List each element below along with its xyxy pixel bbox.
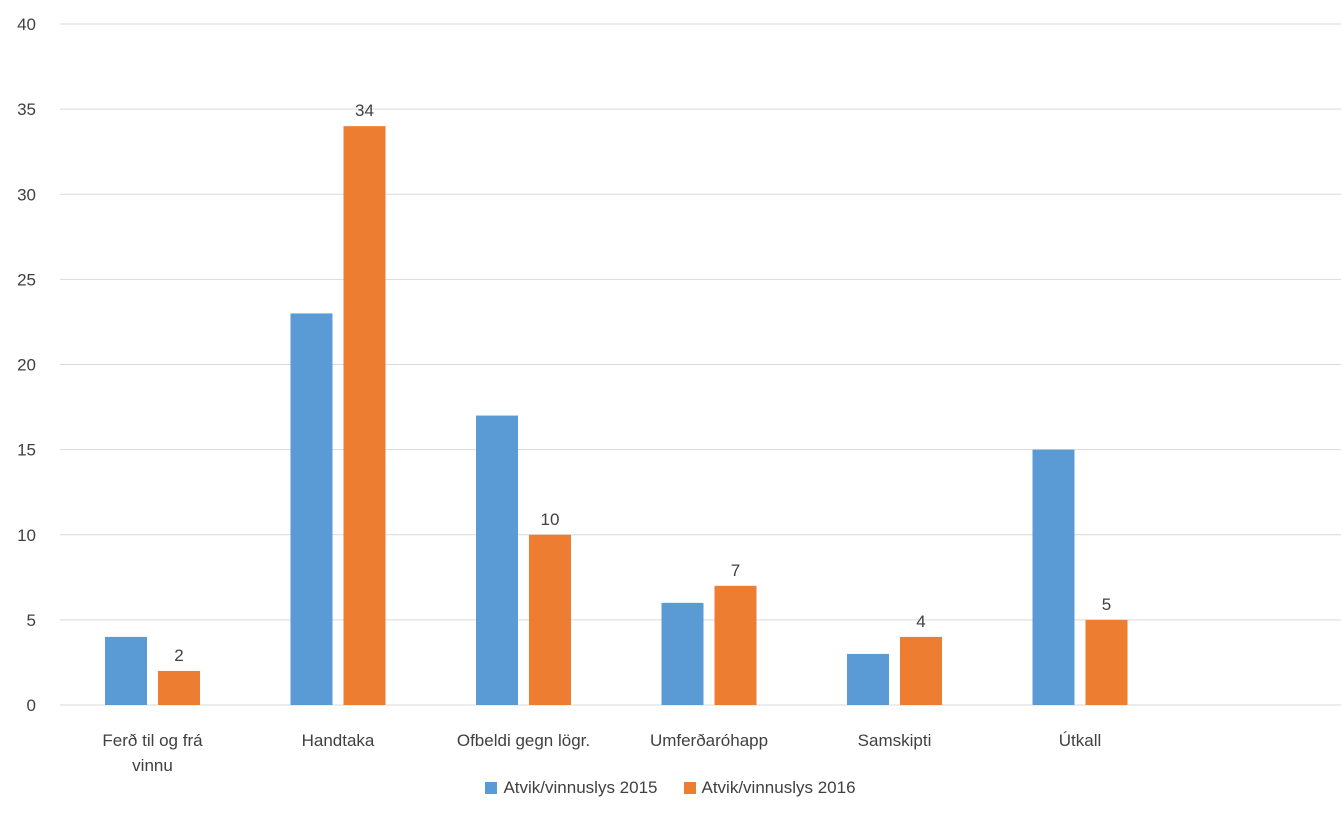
bar-2015 [1032, 449, 1075, 705]
legend-label-2015: Atvik/vinnuslys 2015 [503, 778, 658, 797]
bar-2015 [290, 313, 333, 705]
bar-2016 [1085, 619, 1128, 705]
data-label: 10 [541, 510, 560, 529]
bar-2015 [847, 653, 889, 705]
bar-2016 [714, 585, 757, 705]
y-tick-label: 10 [17, 526, 36, 545]
x-category-label: Handtaka [302, 731, 375, 750]
legend-item-2015: Atvik/vinnuslys 2015 [485, 778, 658, 798]
bar-2016 [343, 126, 386, 705]
legend-item-2016: Atvik/vinnuslys 2016 [683, 778, 856, 798]
legend-label-2016: Atvik/vinnuslys 2016 [701, 778, 856, 797]
y-tick-label: 25 [17, 270, 36, 289]
y-tick-label: 15 [17, 441, 36, 460]
data-label: 5 [1102, 595, 1111, 614]
y-tick-label: 30 [17, 185, 36, 204]
x-category-label: Samskipti [858, 731, 932, 750]
bar-2016 [158, 670, 200, 705]
bar-2016 [529, 534, 571, 705]
data-label: 7 [731, 561, 740, 580]
y-tick-label: 35 [17, 100, 36, 119]
legend: Atvik/vinnuslys 2015 Atvik/vinnuslys 201… [0, 778, 1341, 798]
bar-2015 [476, 415, 518, 705]
x-category-label: Ferð til og frá [102, 731, 203, 750]
x-category-label: Útkall [1059, 731, 1102, 750]
data-label: 4 [916, 612, 925, 631]
bar-2015 [105, 636, 147, 705]
legend-swatch-2016 [683, 782, 696, 794]
x-category-label: Ofbeldi gegn lögr. [457, 731, 590, 750]
bar-2015 [661, 602, 704, 705]
y-tick-label: 20 [17, 356, 36, 375]
data-label: 34 [355, 101, 374, 120]
bar-2016 [900, 636, 942, 705]
x-category-label: Umferðaróhapp [650, 731, 768, 750]
y-tick-label: 40 [17, 15, 36, 34]
x-category-label: vinnu [132, 756, 173, 775]
y-tick-label: 0 [27, 696, 36, 715]
y-tick-label: 5 [27, 611, 36, 630]
data-label: 2 [174, 646, 183, 665]
legend-swatch-2015 [485, 782, 498, 794]
